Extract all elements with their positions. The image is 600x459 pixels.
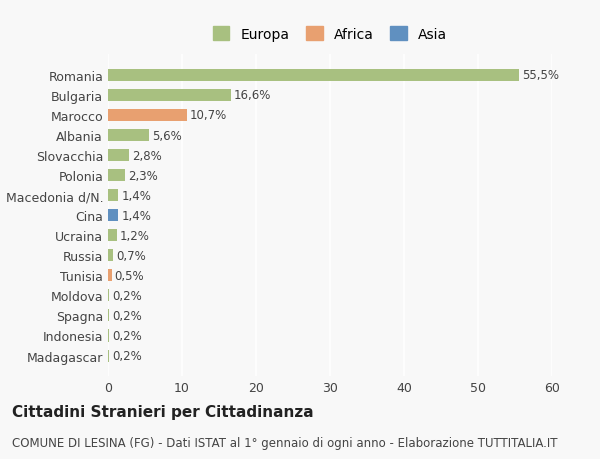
Text: 55,5%: 55,5% [521, 69, 559, 82]
Text: 0,5%: 0,5% [115, 269, 144, 282]
Text: 1,2%: 1,2% [120, 229, 150, 242]
Text: 0,2%: 0,2% [112, 309, 142, 322]
Bar [108, 170, 125, 182]
Text: 1,4%: 1,4% [121, 209, 151, 222]
Bar [108, 110, 187, 122]
Bar [108, 130, 149, 142]
Bar [108, 70, 519, 82]
Bar [108, 90, 231, 102]
Text: 16,6%: 16,6% [234, 89, 271, 102]
Bar [108, 210, 118, 222]
Text: 2,3%: 2,3% [128, 169, 158, 182]
Text: COMUNE DI LESINA (FG) - Dati ISTAT al 1° gennaio di ogni anno - Elaborazione TUT: COMUNE DI LESINA (FG) - Dati ISTAT al 1°… [12, 436, 557, 449]
Bar [108, 270, 112, 282]
Text: 2,8%: 2,8% [131, 149, 161, 162]
Text: 1,4%: 1,4% [121, 189, 151, 202]
Text: Cittadini Stranieri per Cittadinanza: Cittadini Stranieri per Cittadinanza [12, 404, 314, 419]
Text: 10,7%: 10,7% [190, 109, 227, 122]
Text: 0,2%: 0,2% [112, 349, 142, 362]
Bar [108, 150, 129, 162]
Bar [108, 190, 118, 202]
Text: 0,2%: 0,2% [112, 289, 142, 302]
Bar [108, 350, 109, 362]
Bar [108, 310, 109, 322]
Text: 0,7%: 0,7% [116, 249, 146, 262]
Bar [108, 330, 109, 342]
Bar [108, 250, 113, 262]
Legend: Europa, Africa, Asia: Europa, Africa, Asia [206, 20, 454, 49]
Text: 5,6%: 5,6% [152, 129, 182, 142]
Bar [108, 290, 109, 302]
Text: 0,2%: 0,2% [112, 329, 142, 342]
Bar [108, 230, 117, 242]
